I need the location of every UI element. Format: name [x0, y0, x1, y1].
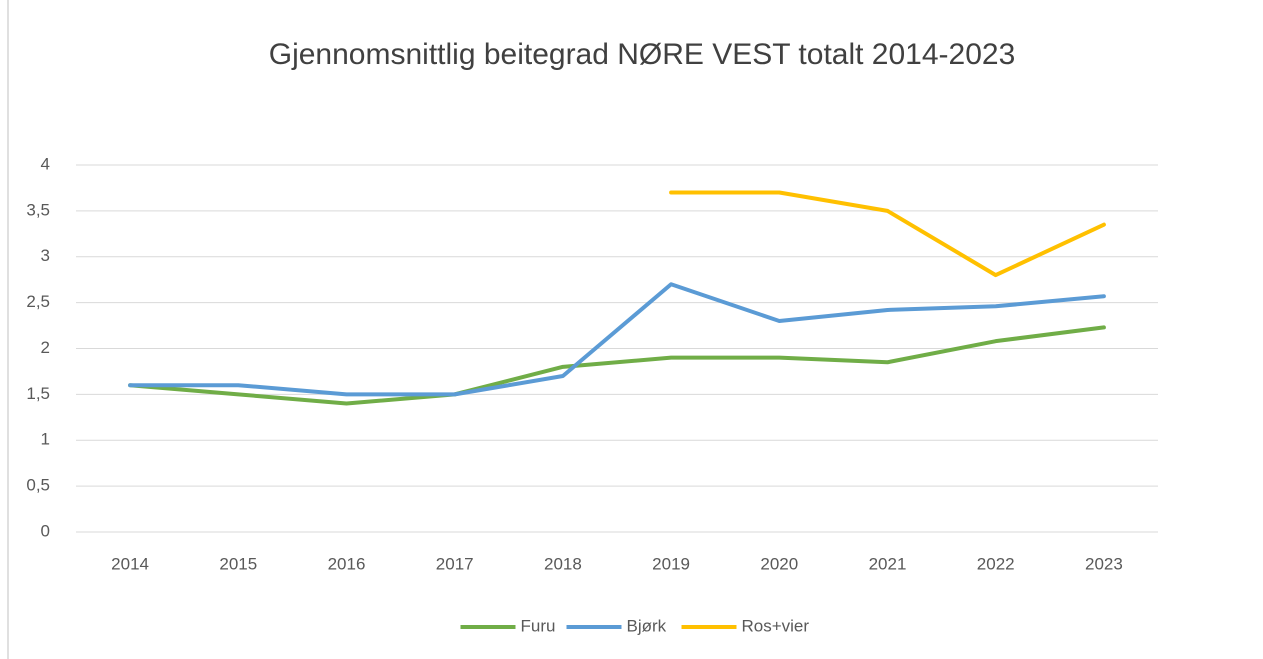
x-tick-label: 2019: [652, 554, 690, 573]
x-tick-label: 2017: [436, 554, 474, 573]
y-tick-label: 2,5: [26, 292, 50, 311]
x-tick-label: 2020: [760, 554, 798, 573]
y-tick-label: 1: [41, 430, 50, 449]
x-tick-label: 2018: [544, 554, 582, 573]
series-line: [128, 282, 1106, 397]
y-tick-label: 0: [41, 521, 50, 540]
x-tick-label: 2022: [977, 554, 1015, 573]
y-tick-label: 2: [41, 338, 50, 357]
x-tick-label: 2021: [869, 554, 907, 573]
y-tick-label: 0,5: [26, 476, 50, 495]
legend-label: Ros+vier: [742, 616, 810, 635]
x-tick-label: 2014: [111, 554, 149, 573]
series-line: [128, 325, 1106, 406]
chart-title: Gjennomsnittlig beitegrad NØRE VEST tota…: [269, 38, 1016, 71]
legend-label: Furu: [521, 616, 556, 635]
series-line: [669, 190, 1106, 278]
legend-label: Bjørk: [627, 616, 667, 635]
x-tick-label: 2023: [1085, 554, 1123, 573]
x-tick-label: 2016: [328, 554, 366, 573]
y-tick-label: 1,5: [26, 384, 50, 403]
y-tick-label: 4: [41, 154, 50, 173]
y-tick-label: 3: [41, 246, 50, 265]
y-tick-label: 3,5: [26, 200, 50, 219]
x-tick-label: 2015: [219, 554, 257, 573]
